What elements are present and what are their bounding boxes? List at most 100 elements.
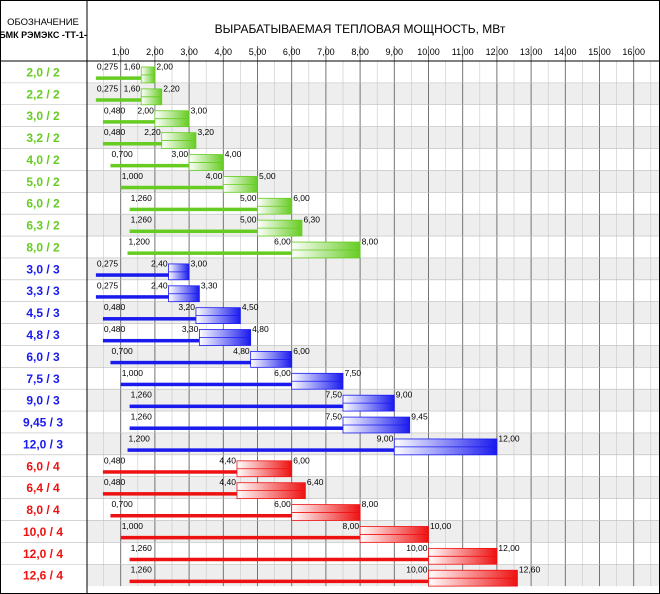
max-value-label: 12,00 (498, 433, 520, 443)
range-bar (129, 426, 343, 430)
row-label: 6,0 / 3 (26, 350, 60, 364)
nominal-value-label: 4,40 (219, 477, 236, 487)
x-tick-label: 16,00 (622, 47, 645, 57)
x-tick-label: 4,00 (215, 47, 233, 57)
max-value-label: 4,50 (242, 302, 259, 312)
min-value-label: 0,275 (97, 258, 119, 268)
nominal-value-label: 5,00 (240, 215, 257, 225)
range-bar (127, 251, 292, 255)
range-bar (110, 163, 190, 168)
chart-title: ВЫРАБАТЫВАЕМАЯ ТЕПЛОВАЯ МОЩНОСТЬ, МВт (215, 22, 506, 36)
row-label: 5,0 / 2 (26, 175, 60, 189)
nominal-value-label: 1,60 (124, 62, 141, 72)
x-tick-label: 3,00 (180, 47, 198, 57)
row-label: 8,0 / 4 (26, 503, 60, 517)
row-band (87, 82, 660, 105)
bar-group: 0,700 6,00 8,00 (110, 499, 379, 521)
bar-group: 0,480 2,00 3,00 (102, 105, 207, 128)
row-label: 7,5 / 3 (26, 372, 60, 386)
nominal-value-label: 10,00 (406, 565, 428, 575)
max-value-label: 3,30 (201, 280, 218, 290)
row-label: 12,0 / 3 (23, 437, 63, 451)
range-bar (102, 142, 162, 146)
row-label: 9,45 / 3 (23, 416, 63, 430)
max-value-label: 6,00 (293, 346, 310, 356)
bar-group: 1,260 5,00 6,00 (129, 193, 310, 215)
range-bar (110, 360, 251, 365)
min-value-label: 1,260 (131, 543, 153, 553)
min-value-label: 0,480 (104, 477, 126, 487)
row-label: 4,0 / 2 (26, 153, 60, 167)
range-bar (95, 295, 169, 299)
x-tick-label: 2,00 (146, 47, 164, 57)
range-bar (120, 535, 361, 540)
max-value-label: 12,60 (519, 565, 541, 575)
row-label: 3,0 / 2 (26, 109, 60, 123)
nominal-value-label: 2,20 (144, 127, 161, 137)
bar-group: 1,000 4,00 5,00 (120, 171, 276, 193)
max-value-label: 3,20 (197, 127, 214, 137)
bar-group: 0,480 3,30 4,80 (102, 324, 269, 346)
bar-group: 0,480 4,40 6,00 (102, 455, 310, 478)
nominal-value-label: 5,00 (240, 193, 257, 203)
designation-header-line1: ОБОЗНАЧЕНИЕ (7, 17, 79, 28)
row-label: 2,2 / 2 (26, 87, 60, 101)
x-tick-label: 10,00 (417, 47, 440, 57)
nominal-value-label: 3,20 (178, 302, 195, 312)
row-label: 3,3 / 3 (26, 284, 60, 298)
nominal-value-label: 2,40 (151, 258, 168, 268)
range-bar (102, 492, 237, 496)
bar-group: 0,480 3,20 4,50 (102, 302, 259, 324)
bar-group: 0,275 1,60 2,00 (95, 62, 173, 84)
nominal-value-label: 6,00 (274, 237, 291, 247)
min-value-label: 1,260 (131, 390, 153, 400)
bar-group: 1,000 6,00 7,50 (120, 368, 362, 390)
bar-group: 1,260 5,00 6,30 (129, 215, 320, 237)
min-value-label: 1,000 (122, 171, 144, 181)
max-value-label: 7,50 (345, 368, 362, 378)
range-bar (120, 382, 292, 387)
nominal-value-label: 4,80 (233, 346, 250, 356)
x-tick-label: 5,00 (249, 47, 267, 57)
x-tick-label: 1,00 (112, 47, 130, 57)
max-value-label: 8,00 (362, 499, 379, 509)
max-value-label: 2,00 (156, 62, 173, 72)
max-value-label: 4,80 (252, 324, 269, 334)
range-bar (102, 470, 237, 474)
nominal-value-label: 3,00 (172, 149, 189, 159)
bar-group: 0,275 2,40 3,30 (95, 280, 218, 303)
max-value-label: 3,00 (191, 258, 208, 268)
nominal-value-label: 10,00 (406, 543, 428, 553)
row-band (87, 257, 660, 280)
nominal-value-label: 2,00 (137, 105, 154, 115)
min-value-label: 1,260 (131, 215, 153, 225)
x-tick-label: 7,00 (317, 47, 335, 57)
range-bar (95, 273, 169, 277)
range-bar (120, 185, 224, 190)
min-value-label: 0,480 (104, 324, 126, 334)
min-value-label: 1,200 (129, 433, 151, 443)
x-tick-label: 9,00 (386, 47, 404, 57)
row-label: 4,8 / 3 (26, 328, 60, 342)
row-label: 6,3 / 2 (26, 219, 60, 233)
min-value-label: 0,480 (104, 455, 126, 465)
range-bar (102, 317, 196, 321)
max-value-label: 6,30 (303, 215, 320, 225)
min-value-label: 0,275 (97, 62, 119, 72)
max-value-label: 2,20 (163, 83, 180, 93)
min-value-label: 1,000 (122, 521, 144, 531)
row-label: 9,0 / 3 (26, 394, 60, 408)
min-value-label: 1,200 (129, 237, 151, 247)
bar-group: 0,480 2,20 3,20 (102, 127, 214, 149)
range-bar (95, 76, 142, 80)
row-label: 12,0 / 4 (23, 547, 63, 561)
max-value-label: 9,45 (411, 412, 428, 422)
row-label: 10,0 / 4 (23, 525, 63, 539)
nominal-value-label: 7,50 (325, 390, 342, 400)
min-value-label: 1,260 (131, 412, 153, 422)
min-value-label: 0,700 (111, 149, 133, 159)
bar-group: 1,260 10,00 12,00 (129, 543, 520, 565)
range-bar (110, 513, 292, 518)
